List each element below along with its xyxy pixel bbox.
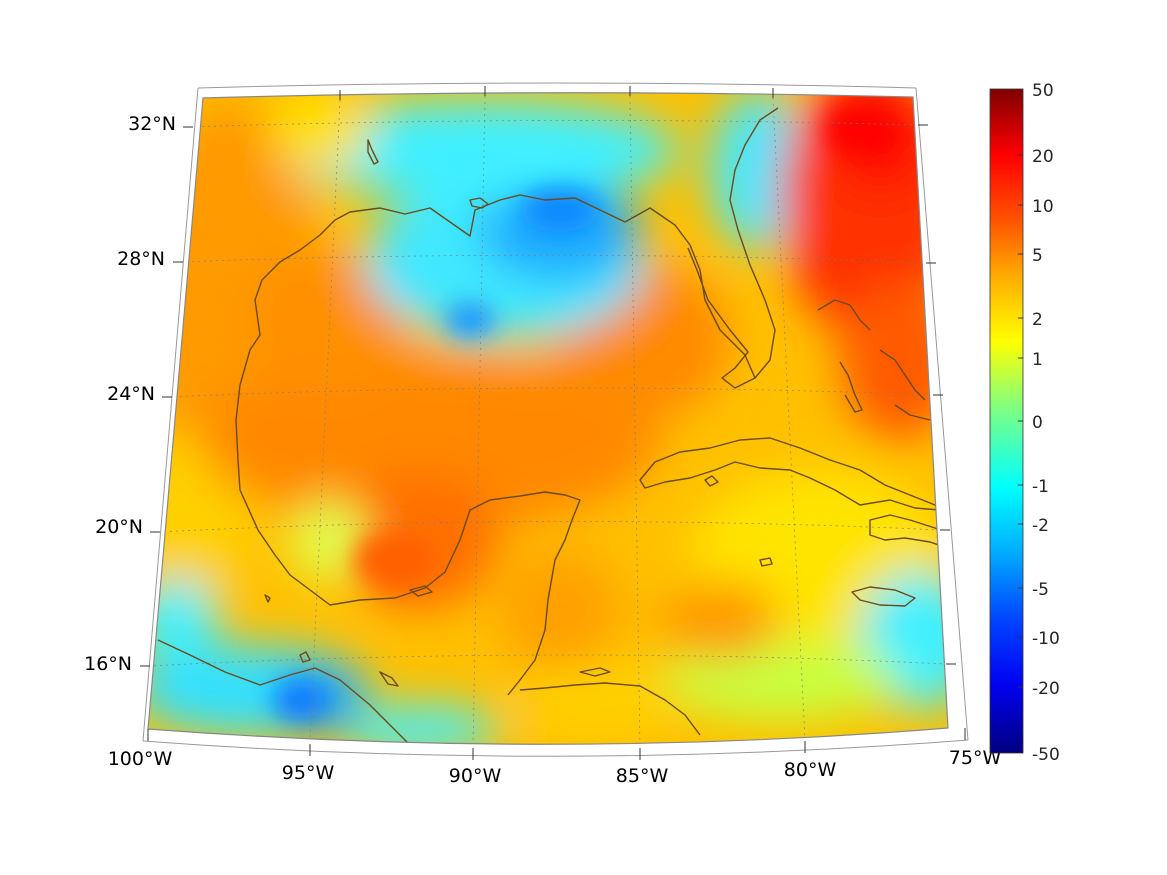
coastline-north-america xyxy=(334,194,756,389)
colorbar-tick-neg1: -1 xyxy=(1032,477,1049,497)
lat-label-24n: 24°N xyxy=(107,383,155,405)
lon-label-80w: 80°W xyxy=(784,759,837,781)
lat-label-28n: 28°N xyxy=(117,248,165,270)
lon-label-85w: 85°W xyxy=(616,765,669,787)
colorbar-tick-neg5: -5 xyxy=(1032,580,1049,600)
colorbar-tick-10: 10 xyxy=(1032,197,1054,217)
axis-ticks xyxy=(140,86,966,760)
colorbar-gradient xyxy=(989,88,1024,754)
colorbar-tick-1: 1 xyxy=(1032,350,1043,370)
map-field xyxy=(148,92,948,745)
colorbar-tick-0: 0 xyxy=(1032,413,1043,433)
lat-label-16n: 16°N xyxy=(84,653,132,675)
lon-label-75w: 75°W xyxy=(949,747,1002,769)
lat-label-20n: 20°N xyxy=(95,516,143,538)
coastline-cuba xyxy=(639,437,941,511)
coastline-jamaica xyxy=(851,586,916,607)
lon-label-90w: 90°W xyxy=(449,765,502,787)
colorbar-tick-5: 5 xyxy=(1032,246,1043,266)
colorbar-tick-neg50: -50 xyxy=(1032,745,1060,765)
colorbar-tick-50: 50 xyxy=(1032,81,1054,101)
colorbar-tick-neg20: -20 xyxy=(1032,679,1060,699)
colorbar: 50 20 10 5 2 1 0 -1 -2 -5 -10 -20 -50 xyxy=(989,81,1060,765)
colorbar-tick-20: 20 xyxy=(1032,147,1054,167)
coastlines xyxy=(157,107,948,745)
colorbar-tick-neg2: -2 xyxy=(1032,516,1049,536)
map-frame xyxy=(147,92,949,745)
lon-label-95w: 95°W xyxy=(282,762,335,784)
lat-label-32n: 32°N xyxy=(128,113,176,135)
colorbar-tick-neg10: -10 xyxy=(1032,629,1060,649)
colorbar-tick-2: 2 xyxy=(1032,310,1043,330)
lon-label-100w: 100°W xyxy=(108,748,173,770)
graticule xyxy=(148,95,947,745)
